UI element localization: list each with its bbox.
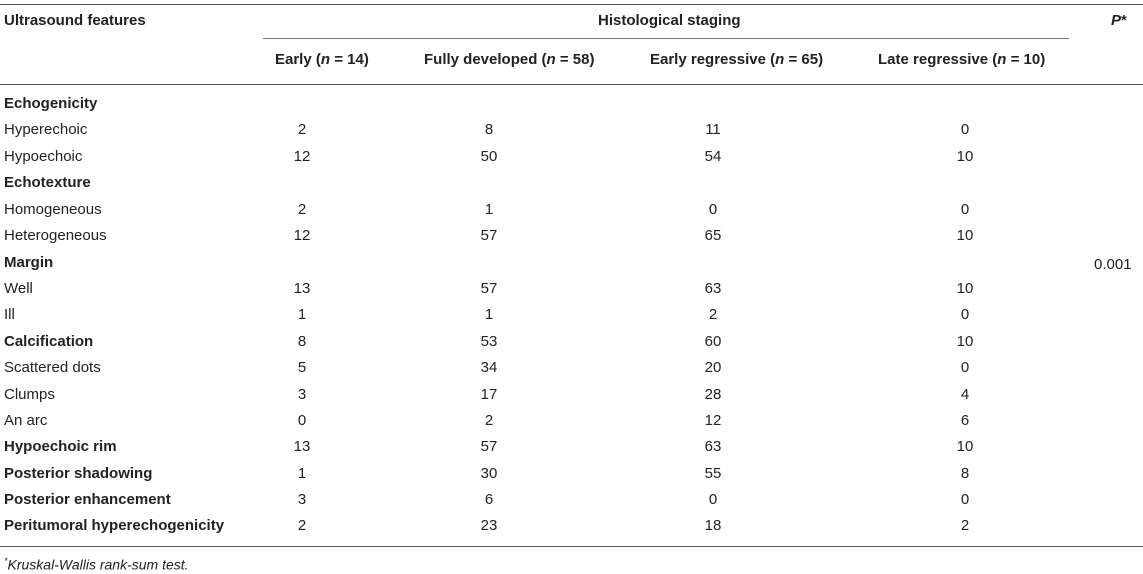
cell-fully-developed: 1 bbox=[484, 201, 494, 218]
cell-early: 5 bbox=[297, 359, 307, 376]
cell-fully-developed: 34 bbox=[480, 359, 498, 376]
cell-fully-developed: 2 bbox=[484, 412, 494, 429]
row-label: Posterior shadowing bbox=[4, 465, 153, 482]
cell-early: 3 bbox=[297, 386, 307, 403]
cell-early: 13 bbox=[293, 280, 311, 297]
cell-late-regressive: 10 bbox=[956, 148, 974, 165]
footnote: *Kruskal-Wallis rank-sum test. bbox=[4, 556, 189, 573]
header-ultrasound-features: Ultrasound features bbox=[4, 12, 146, 29]
cell-early-regressive: 54 bbox=[704, 148, 722, 165]
cell-fully-developed: 57 bbox=[480, 438, 498, 455]
cell-early-regressive: 0 bbox=[708, 491, 718, 508]
cell-late-regressive: 8 bbox=[960, 465, 970, 482]
cell-fully-developed: 30 bbox=[480, 465, 498, 482]
cell-fully-developed: 53 bbox=[480, 333, 498, 350]
header-p: P* bbox=[1111, 12, 1127, 29]
p-value: 0.001 bbox=[1094, 256, 1132, 273]
cell-late-regressive: 4 bbox=[960, 386, 970, 403]
row-label: Margin bbox=[4, 254, 54, 271]
cell-fully-developed: 50 bbox=[480, 148, 498, 165]
header-stage-fully-developed: Fully developed (n = 58) bbox=[424, 51, 595, 68]
cell-early: 2 bbox=[297, 517, 307, 534]
cell-early: 0 bbox=[297, 412, 307, 429]
cell-fully-developed: 1 bbox=[484, 306, 494, 323]
cell-early-regressive: 12 bbox=[704, 412, 722, 429]
cell-early: 1 bbox=[297, 306, 307, 323]
header-stage-early: Early (n = 14) bbox=[275, 51, 369, 68]
row-label: Echotexture bbox=[4, 174, 91, 191]
cell-early: 3 bbox=[297, 491, 307, 508]
row-label: Ill bbox=[4, 306, 15, 323]
row-label: Heterogeneous bbox=[4, 227, 107, 244]
row-label: Posterior enhancement bbox=[4, 491, 171, 508]
row-label: Peritumoral hyperechogenicity bbox=[4, 517, 225, 534]
cell-early-regressive: 60 bbox=[704, 333, 722, 350]
row-label: Scattered dots bbox=[4, 359, 101, 376]
cell-fully-developed: 57 bbox=[480, 280, 498, 297]
cell-early-regressive: 20 bbox=[704, 359, 722, 376]
cell-fully-developed: 6 bbox=[484, 491, 494, 508]
cell-early-regressive: 2 bbox=[708, 306, 718, 323]
cell-late-regressive: 10 bbox=[956, 333, 974, 350]
header-histological-staging: Histological staging bbox=[598, 12, 741, 29]
cell-early-regressive: 55 bbox=[704, 465, 722, 482]
cell-early-regressive: 11 bbox=[705, 121, 721, 138]
header-stage-late-regressive: Late regressive (n = 10) bbox=[878, 51, 1046, 68]
header-stage-early-regressive: Early regressive (n = 65) bbox=[650, 51, 824, 68]
cell-early: 2 bbox=[297, 121, 307, 138]
row-label: Hypoechoic bbox=[4, 148, 83, 165]
cell-early-regressive: 28 bbox=[704, 386, 722, 403]
row-label: Homogeneous bbox=[4, 201, 102, 218]
row-label: Hyperechoic bbox=[4, 121, 88, 138]
table-top-rule bbox=[0, 4, 1143, 5]
cell-early-regressive: 63 bbox=[704, 438, 722, 455]
cell-late-regressive: 0 bbox=[960, 201, 970, 218]
cell-early: 8 bbox=[297, 333, 307, 350]
row-label: An arc bbox=[4, 412, 48, 429]
cell-fully-developed: 17 bbox=[480, 386, 498, 403]
cell-early: 1 bbox=[297, 465, 307, 482]
table-bottom-rule bbox=[0, 546, 1143, 547]
cell-early: 13 bbox=[293, 438, 311, 455]
cell-late-regressive: 0 bbox=[960, 306, 970, 323]
cell-early-regressive: 63 bbox=[704, 280, 722, 297]
cell-fully-developed: 23 bbox=[480, 517, 498, 534]
row-label: Clumps bbox=[4, 386, 55, 403]
cell-late-regressive: 10 bbox=[956, 280, 974, 297]
cell-early-regressive: 18 bbox=[704, 517, 722, 534]
cell-late-regressive: 0 bbox=[960, 491, 970, 508]
group-header-rule bbox=[263, 38, 1069, 39]
cell-early-regressive: 65 bbox=[704, 227, 722, 244]
cell-early: 2 bbox=[297, 201, 307, 218]
cell-fully-developed: 57 bbox=[480, 227, 498, 244]
header-bottom-rule bbox=[0, 84, 1143, 85]
cell-early: 12 bbox=[293, 227, 311, 244]
cell-early: 12 bbox=[293, 148, 311, 165]
row-label: Calcification bbox=[4, 333, 94, 350]
row-label: Hypoechoic rim bbox=[4, 438, 117, 455]
row-label: Echogenicity bbox=[4, 95, 98, 112]
cell-late-regressive: 10 bbox=[956, 438, 974, 455]
row-label: Well bbox=[4, 280, 33, 297]
cell-late-regressive: 2 bbox=[960, 517, 970, 534]
cell-early-regressive: 0 bbox=[708, 201, 718, 218]
cell-late-regressive: 10 bbox=[956, 227, 974, 244]
cell-late-regressive: 0 bbox=[960, 121, 970, 138]
cell-late-regressive: 6 bbox=[960, 412, 970, 429]
cell-fully-developed: 8 bbox=[484, 121, 494, 138]
cell-late-regressive: 0 bbox=[960, 359, 970, 376]
